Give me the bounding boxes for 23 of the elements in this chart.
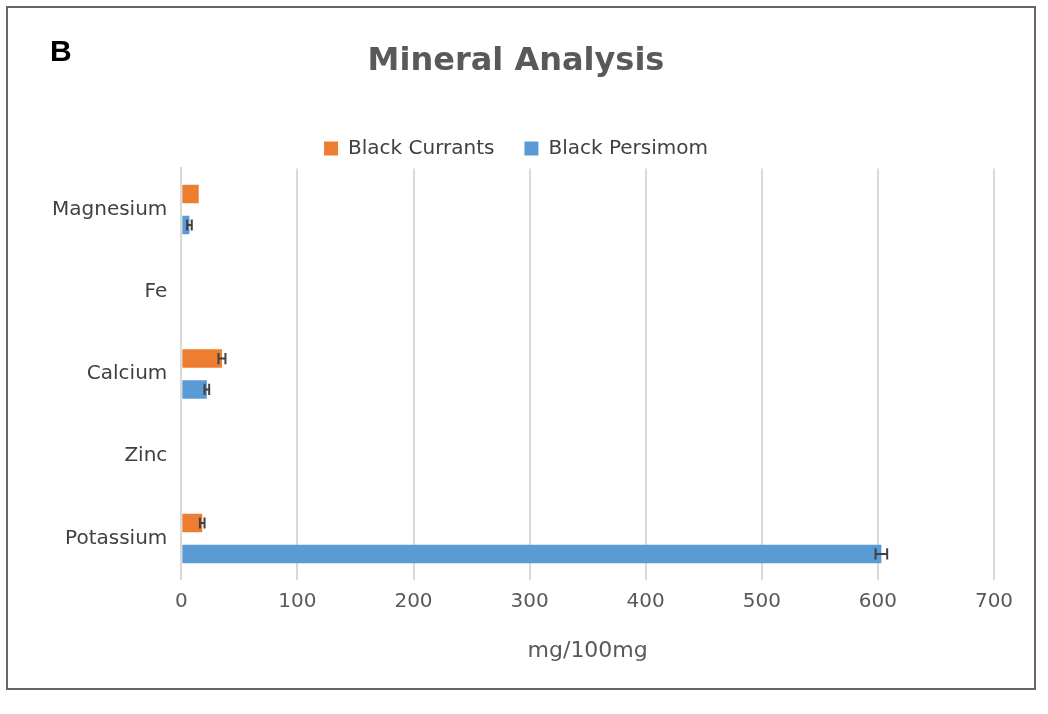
y-tick-label: Calcium (86, 360, 168, 385)
x-tick-label: 200 (394, 587, 433, 612)
y-tick-label: Fe (144, 277, 168, 302)
text: B (50, 34, 72, 68)
bar (182, 349, 222, 368)
x-axis-title: mg/100mg (527, 636, 648, 662)
y-tick-label: Potassium (65, 524, 168, 549)
y-tick-label: Magnesium (51, 195, 168, 220)
bar (182, 513, 203, 533)
x-tick-label: 0 (174, 587, 188, 612)
x-tick-label: 400 (626, 587, 665, 612)
x-tick-label: 300 (510, 587, 549, 612)
legend-label: Black Persimom (548, 134, 708, 159)
chart-title: Mineral Analysis (367, 39, 665, 78)
x-tick-label: 600 (858, 587, 897, 612)
y-tick-label: Zinc (124, 442, 168, 467)
legend-label: Black Currants (348, 134, 495, 159)
x-tick-label: 100 (278, 587, 317, 612)
bar (182, 380, 207, 399)
bar (182, 184, 199, 204)
bar (182, 544, 882, 564)
x-tick-label: 700 (974, 587, 1014, 612)
x-tick-label: 500 (742, 587, 781, 612)
